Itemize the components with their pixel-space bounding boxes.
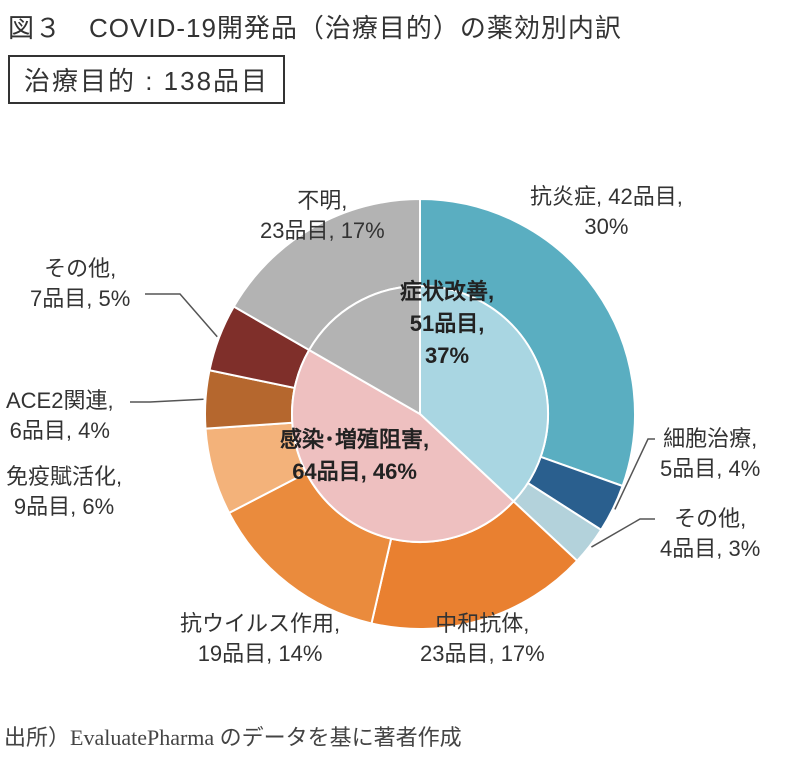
chart-subtitle: 治療目的 : 138品目	[8, 55, 285, 104]
outer-label-3: 中和抗体,23品目, 17%	[420, 609, 545, 668]
outer-label-7: その他,7品目, 5%	[30, 254, 130, 313]
leader-line	[130, 399, 204, 402]
outer-label-0: 抗炎症, 42品目,30%	[530, 182, 683, 241]
outer-label-1: 細胞治療,5品目, 4%	[660, 424, 760, 483]
inner-label-1: 感染･増殖阻害,64品目, 46%	[280, 424, 429, 488]
outer-label-5: 免疫賦活化,9品目, 6%	[6, 462, 122, 521]
outer-label-6: ACE2関連,6品目, 4%	[6, 386, 114, 445]
chart-area: 抗炎症, 42品目,30% 細胞治療,5品目, 4% その他,4品目, 3% 中和抗体…	[0, 104, 800, 714]
chart-source: 出所）EvaluatePharma のデータを基に著者作成	[0, 714, 800, 752]
outer-label-4: 抗ウイルス作用,19品目, 14%	[180, 609, 340, 668]
outer-label-8: 不明,23品目, 17%	[260, 186, 385, 245]
chart-title: 図３ COVID-19開発品（治療目的）の薬効別内訳	[0, 0, 800, 55]
inner-label-0: 症状改善,51品目,37%	[400, 276, 494, 372]
leader-line	[145, 294, 217, 337]
outer-label-2: その他,4品目, 3%	[660, 504, 760, 563]
